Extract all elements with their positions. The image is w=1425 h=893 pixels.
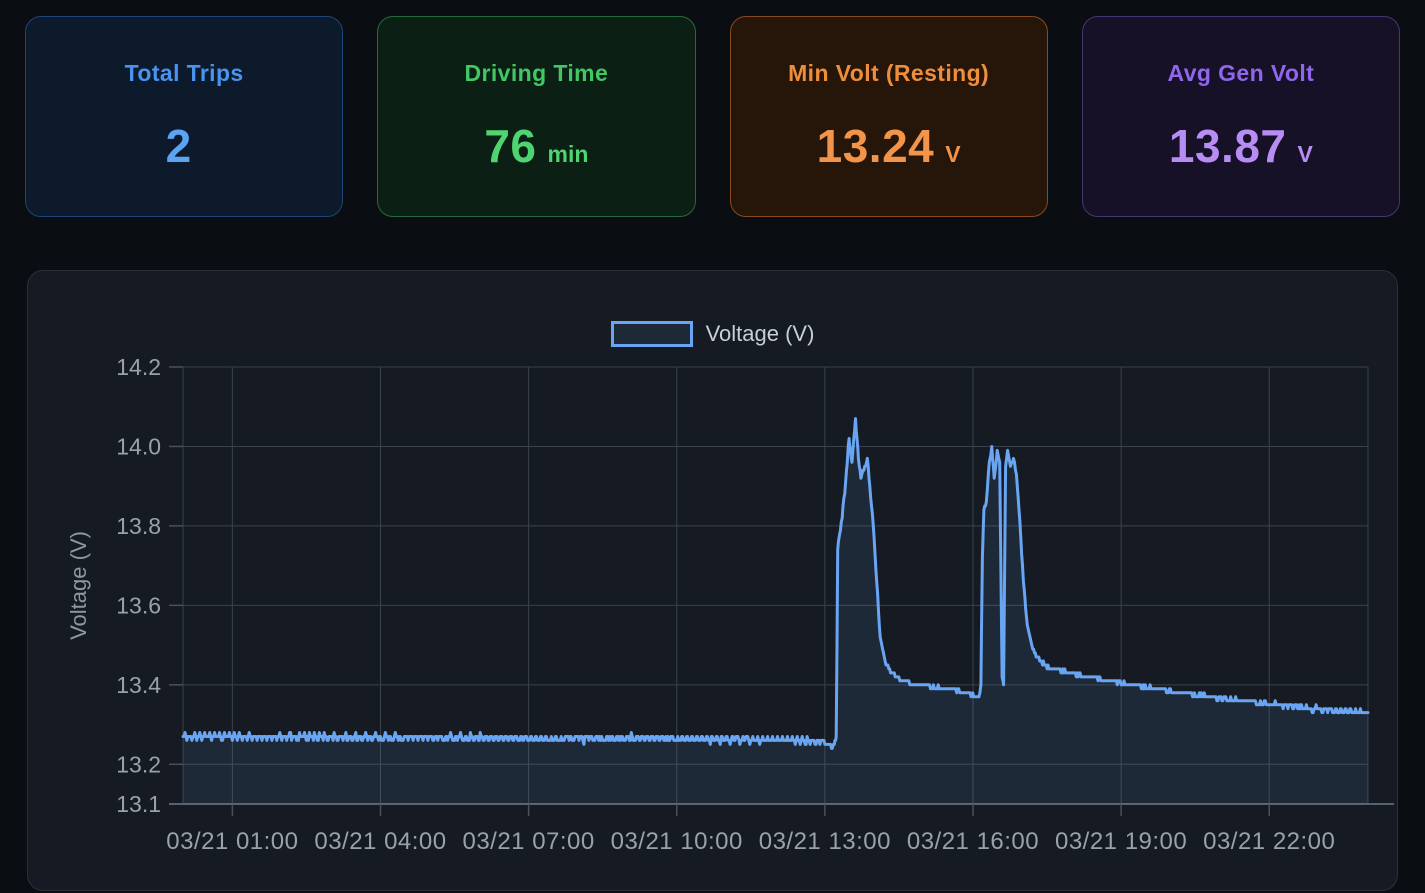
legend-series-label: Voltage (V) (705, 321, 815, 346)
x-axis-tick-label: 03/21 22:00 (1203, 828, 1335, 855)
stat-card-unit: V (1297, 141, 1313, 167)
stat-card-driving-time: Driving Time 76 min (377, 16, 696, 217)
stat-card-title: Total Trips (124, 60, 244, 86)
chart-legend[interactable]: Voltage (V) (28, 321, 1397, 347)
x-axis-tick-label: 03/21 10:00 (611, 828, 743, 855)
stat-card-value: 13.24 (816, 120, 935, 172)
stat-card-unit: V (945, 141, 961, 167)
y-axis-tick-label: 13.4 (116, 672, 161, 698)
x-axis-tick-label: 03/21 04:00 (314, 828, 446, 855)
stat-card-title: Min Volt (Resting) (788, 60, 990, 86)
stat-card-title: Avg Gen Volt (1167, 60, 1315, 86)
stat-card-value-row: 2 (166, 119, 203, 173)
stat-card-value-row: 13.24 V (817, 119, 961, 173)
y-axis-title: Voltage (V) (66, 531, 91, 640)
x-axis-tick-label: 03/21 07:00 (462, 828, 594, 855)
stat-card-total-trips: Total Trips 2 (25, 16, 344, 217)
y-axis-tick-label: 14.0 (116, 433, 161, 459)
x-axis-tick-label: 03/21 19:00 (1055, 828, 1187, 855)
voltage-area-fill (183, 418, 1368, 804)
stat-card-min-volt-resting: Min Volt (Resting) 13.24 V (729, 16, 1048, 217)
stat-card-avg-gen-volt: Avg Gen Volt 13.87 V (1081, 16, 1400, 217)
x-axis-tick-label: 03/21 01:00 (166, 828, 298, 855)
stat-card-unit: min (547, 141, 589, 167)
stat-cards-row: Total Trips 2 Driving Time 76 min Min Vo… (25, 16, 1400, 217)
y-axis-tick-label: 13.1 (116, 791, 161, 817)
voltage-line-chart[interactable]: 14.2 14.0 13.8 13.6 13.4 13.2 13.103/21 01:00 0… (28, 271, 1399, 892)
stat-card-title: Driving Time (464, 60, 609, 86)
x-axis-tick-label: 03/21 13:00 (759, 828, 891, 855)
legend-series-swatch (610, 321, 693, 347)
y-axis-tick-label: 13.2 (116, 751, 161, 777)
x-axis-tick-label: 03/21 16:00 (907, 828, 1039, 855)
voltage-line (181, 417, 1370, 750)
stat-card-value: 2 (165, 120, 192, 172)
y-axis-tick-label: 13.8 (116, 513, 161, 539)
stat-card-value: 13.87 (1168, 120, 1287, 172)
y-axis-tick-label: 13.6 (116, 592, 161, 618)
stat-card-value-row: 13.87 V (1169, 119, 1313, 173)
y-axis-tick-label: 14.2 (116, 354, 161, 380)
stat-card-value: 76 (484, 120, 537, 172)
voltage-chart-panel: Voltage (V) 14.2 14.0 13.8 13.6 13.4 13.2 13.1… (27, 270, 1398, 891)
stat-card-value-row: 76 min (484, 119, 588, 173)
